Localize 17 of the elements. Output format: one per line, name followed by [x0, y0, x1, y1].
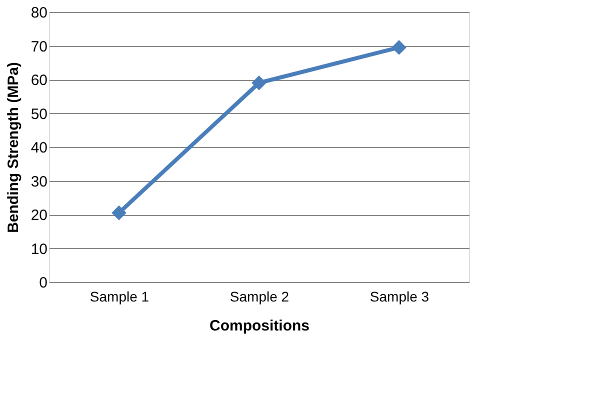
- y-tick-label: 60: [30, 72, 48, 89]
- y-tick-label: 50: [30, 106, 48, 123]
- y-tick-label: 10: [30, 240, 48, 258]
- point: [252, 75, 266, 90]
- y-tick-label: 70: [30, 38, 48, 56]
- y-tick-label: 80: [30, 4, 48, 22]
- x-tick-label: Sample 3: [370, 288, 430, 304]
- y-tick-label: 20: [30, 207, 48, 224]
- x-tick-label: Sample 2: [230, 288, 290, 304]
- x-tick-label: Sample 1: [90, 288, 150, 304]
- y-tick-label: 30: [30, 173, 48, 190]
- y-tick-label: 0: [39, 274, 48, 292]
- point: [392, 40, 406, 55]
- x-axis-title: Compositions: [210, 318, 310, 334]
- y-tick-label: 40: [30, 140, 48, 156]
- point: [112, 205, 126, 220]
- y-axis-title: Bending Strength (MPa): [4, 62, 22, 233]
